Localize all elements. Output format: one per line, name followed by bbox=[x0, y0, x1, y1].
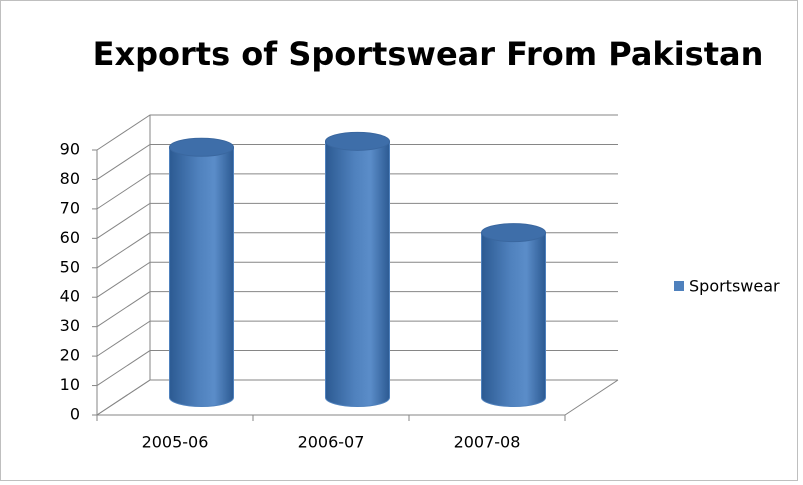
y-tick-label: 80 bbox=[60, 169, 80, 188]
y-tick-label: 0 bbox=[70, 405, 80, 424]
y-tick-label: 50 bbox=[60, 257, 80, 276]
bar-top bbox=[481, 223, 546, 243]
grid-line bbox=[96, 379, 618, 416]
bar bbox=[325, 140, 390, 407]
bar bbox=[481, 232, 546, 407]
y-tick-label: 60 bbox=[60, 228, 80, 247]
x-tick-label: 2005-06 bbox=[142, 433, 209, 452]
y-tick-label: 20 bbox=[60, 346, 80, 365]
y-tick-label: 10 bbox=[60, 375, 80, 394]
grid-line bbox=[96, 320, 618, 357]
bar bbox=[169, 146, 234, 407]
y-tick-label: 90 bbox=[60, 140, 80, 159]
bar-top bbox=[325, 131, 390, 151]
grid-line bbox=[96, 114, 618, 151]
legend-swatch bbox=[674, 281, 684, 291]
grid-line bbox=[96, 350, 618, 386]
grid-line bbox=[96, 202, 618, 239]
y-tick-label: 70 bbox=[60, 198, 80, 217]
grid-line bbox=[96, 261, 618, 298]
grid-line bbox=[96, 143, 618, 180]
x-tick-label: 2006-07 bbox=[298, 433, 365, 452]
y-tick-label: 30 bbox=[60, 316, 80, 335]
legend-label: Sportswear bbox=[689, 277, 780, 296]
chart-title: Exports of Sportswear From Pakistan bbox=[93, 35, 764, 73]
bar-top bbox=[169, 137, 234, 157]
x-tick-label: 2007-08 bbox=[454, 433, 521, 452]
y-tick-label: 40 bbox=[60, 287, 80, 306]
grid-line bbox=[96, 173, 618, 210]
grid-line bbox=[96, 291, 618, 328]
grid-line bbox=[96, 232, 618, 269]
